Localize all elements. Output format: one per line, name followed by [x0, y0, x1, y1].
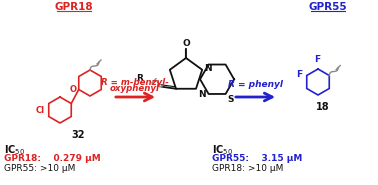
Text: R = m-benzyl-: R = m-benzyl-: [101, 78, 169, 87]
Text: GPR18: >10 μM: GPR18: >10 μM: [212, 164, 284, 173]
Text: O: O: [182, 39, 190, 48]
Text: R = phenyl: R = phenyl: [228, 80, 282, 89]
Text: N: N: [204, 64, 212, 73]
Text: GPR18: GPR18: [55, 2, 93, 12]
Text: GPR55: >10 μM: GPR55: >10 μM: [4, 164, 75, 173]
Text: IC$_{50}$: IC$_{50}$: [4, 143, 25, 157]
Text: R: R: [136, 74, 143, 83]
Text: IC$_{50}$: IC$_{50}$: [212, 143, 233, 157]
Text: N: N: [198, 90, 206, 99]
Text: F: F: [297, 70, 303, 79]
Text: Cl: Cl: [36, 105, 45, 115]
Text: O: O: [70, 85, 76, 93]
Text: 32: 32: [71, 130, 85, 140]
Text: oxyphenyl: oxyphenyl: [110, 84, 160, 93]
Text: F: F: [314, 55, 320, 64]
Text: GPR55: GPR55: [309, 2, 347, 12]
Text: S: S: [228, 95, 234, 104]
Text: GPR18:    0.279 μM: GPR18: 0.279 μM: [4, 154, 101, 163]
Text: GPR55:    3.15 μM: GPR55: 3.15 μM: [212, 154, 302, 163]
Text: 18: 18: [316, 102, 330, 112]
